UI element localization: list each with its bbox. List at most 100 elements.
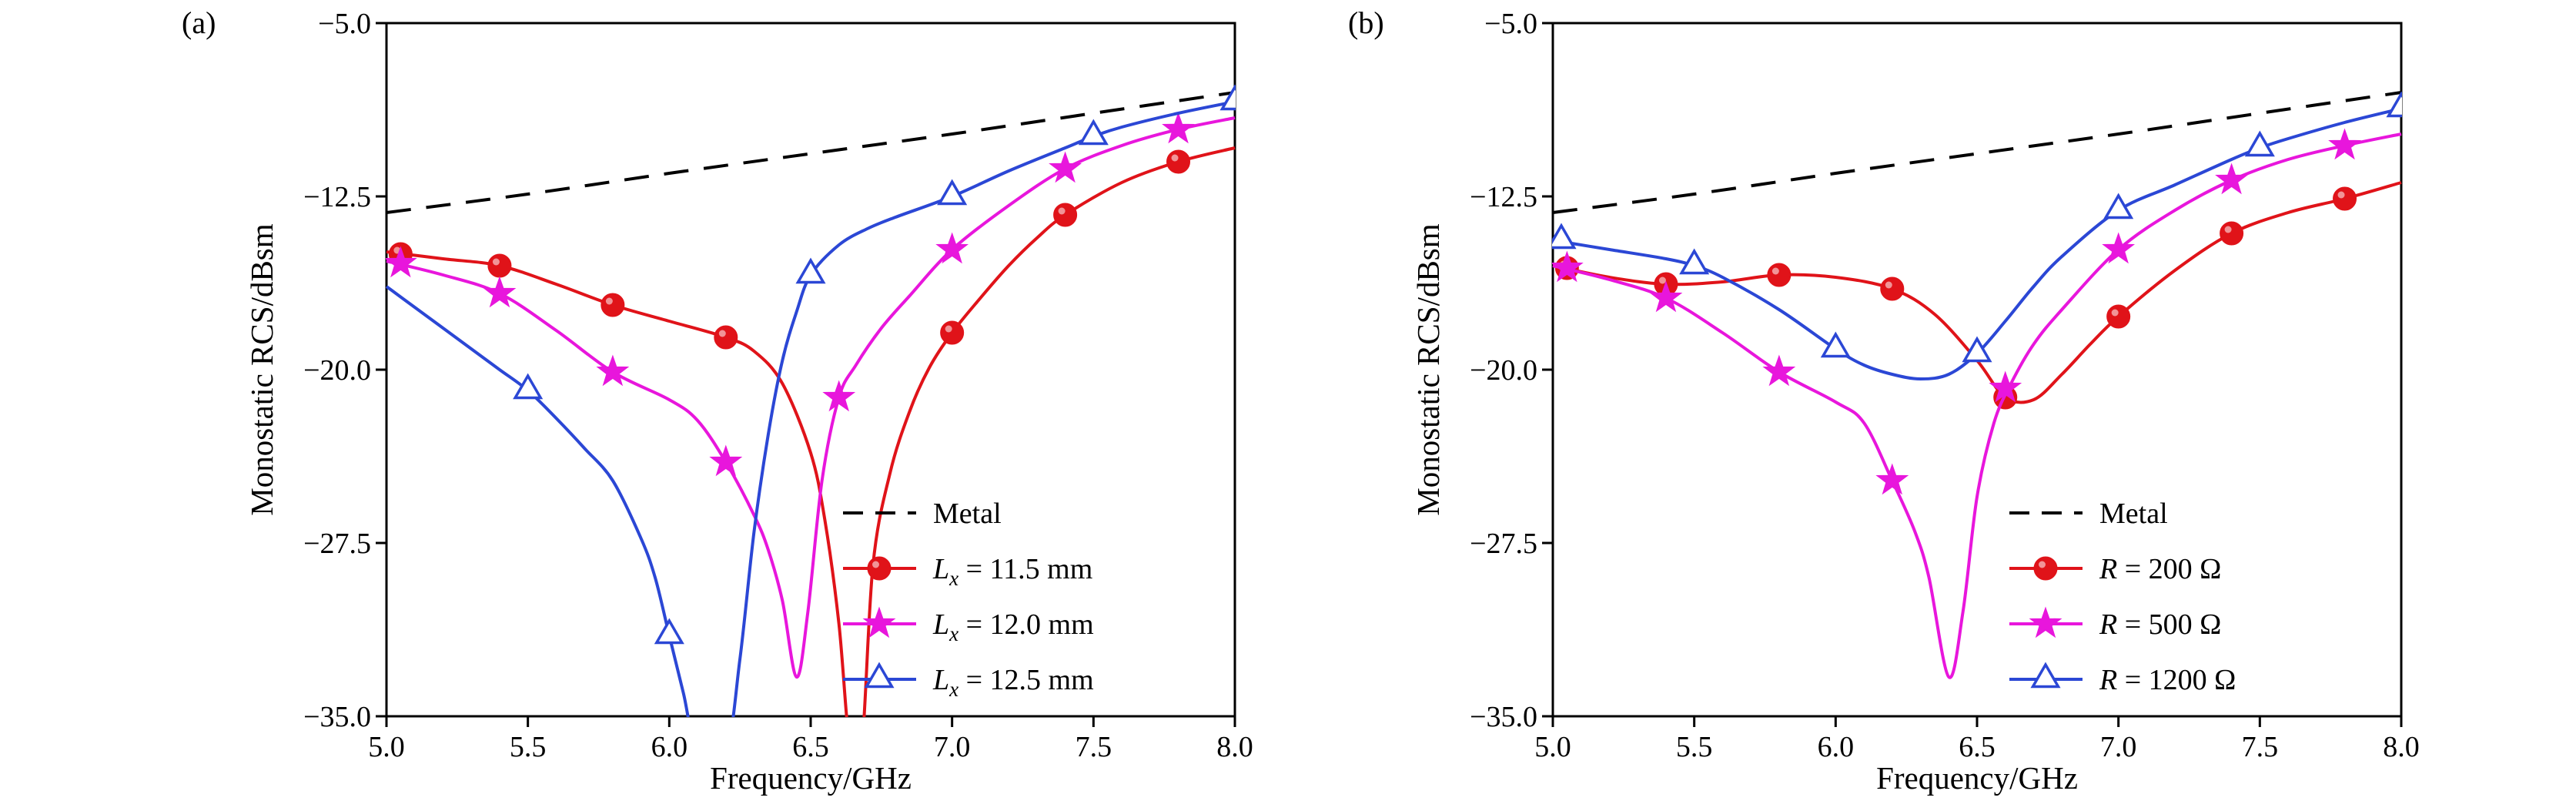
panel-b-tag: (b) <box>1348 5 1384 40</box>
star-marker <box>862 606 896 638</box>
panel-1-legend: Metal R = 200 Ω R = 500 Ω R = 1200 Ω <box>2009 498 2236 696</box>
marker-highlight <box>2224 226 2232 233</box>
x-tick-label: 5.0 <box>1534 731 1571 763</box>
marker-highlight <box>1658 276 1666 284</box>
panel-a-x-axis-label: Frequency/GHz <box>710 760 912 796</box>
marker-highlight <box>605 297 613 305</box>
panel-1-series-2 <box>1552 128 2402 679</box>
marker-highlight <box>872 561 879 568</box>
star-marker <box>1762 354 1796 387</box>
triangle-marker <box>1679 248 1710 275</box>
panel-1-axes: 5.0 5.5 6.0 6.5 7.0 7.5 8.0 −5.0 −12.5 −20.0 −27.5… <box>1470 8 2420 763</box>
y-tick-label: −20.0 <box>1470 354 1537 387</box>
marker-highlight <box>1171 154 1179 162</box>
marker-highlight <box>2039 561 2046 568</box>
triangle-marker <box>2030 662 2061 689</box>
x-tick-label: 7.0 <box>2100 731 2137 763</box>
star-marker <box>2029 606 2062 638</box>
panel-0-series-0 <box>386 91 1236 214</box>
legend-label: Lx = 12.0 mm <box>932 608 1094 645</box>
x-tick-label: 7.5 <box>1076 731 1112 763</box>
y-tick-label: −27.5 <box>1470 528 1537 560</box>
marker-highlight <box>2111 309 2119 317</box>
circle-marker <box>1053 203 1078 227</box>
triangle-marker <box>1552 223 1577 250</box>
x-tick-label: 7.5 <box>2242 731 2279 763</box>
star-marker <box>483 276 517 308</box>
y-tick-label: −12.5 <box>303 181 371 213</box>
marker-highlight <box>1885 281 1892 289</box>
legend-label: Metal <box>933 498 1002 530</box>
star-marker <box>1552 250 1584 283</box>
legend-label: R = 500 Ω <box>2099 608 2221 641</box>
circle-marker <box>940 320 965 345</box>
triangle-marker <box>937 179 968 206</box>
panel-b-y-axis-label: Monostatic RCS/dBsm <box>1410 223 1446 516</box>
star-marker <box>822 380 856 412</box>
panel-1-series-3 <box>1552 91 2402 381</box>
star-marker <box>2328 128 2361 160</box>
y-tick-label: −27.5 <box>303 528 371 560</box>
star-marker <box>1649 280 1683 313</box>
triangle-marker <box>513 373 544 400</box>
star-marker <box>2102 232 2136 264</box>
panel-b-x-axis-label: Frequency/GHz <box>1876 760 2078 796</box>
circle-marker <box>601 293 625 317</box>
triangle-marker <box>795 257 826 284</box>
y-tick-label: −5.0 <box>318 8 371 40</box>
x-tick-label: 5.5 <box>1676 731 1713 763</box>
x-tick-label: 8.0 <box>1216 731 1253 763</box>
y-tick-label: −20.0 <box>303 354 371 387</box>
panel-1-series-0 <box>1552 91 2402 214</box>
circle-marker <box>2106 304 2131 329</box>
panel-a-y-axis-label: Monostatic RCS/dBsm <box>244 223 279 516</box>
circle-marker <box>1166 149 1191 174</box>
marker-highlight <box>945 325 952 333</box>
x-tick-label: 7.0 <box>934 731 971 763</box>
x-tick-label: 5.0 <box>368 731 405 763</box>
triangle-marker <box>2103 193 2134 220</box>
star-marker <box>1875 463 1909 495</box>
circle-marker <box>2333 186 2357 211</box>
triangle-marker <box>1078 119 1109 146</box>
marker-highlight <box>1771 267 1779 275</box>
circle-marker <box>1767 263 1791 287</box>
y-tick-label: −35.0 <box>303 701 371 733</box>
circle-marker <box>2220 221 2244 246</box>
legend-label: Lx = 12.5 mm <box>932 664 1094 701</box>
triangle-marker <box>1219 84 1236 111</box>
y-tick-label: −5.0 <box>1484 8 1537 40</box>
triangle-marker <box>2386 91 2402 118</box>
y-tick-label: −35.0 <box>1470 701 1537 733</box>
x-tick-label: 5.5 <box>510 731 547 763</box>
star-marker <box>1049 151 1082 183</box>
panel-0-series-3 <box>386 84 1236 717</box>
panel-0-series-2 <box>386 112 1236 679</box>
star-marker <box>709 444 743 477</box>
circle-marker <box>487 253 512 278</box>
star-marker <box>1989 370 2022 403</box>
triangle-marker <box>2244 130 2275 157</box>
marker-highlight <box>718 330 726 337</box>
marker-highlight <box>2337 191 2345 199</box>
star-marker <box>935 232 969 264</box>
star-marker <box>386 246 417 278</box>
legend-label: Lx = 11.5 mm <box>932 553 1092 590</box>
marker-highlight <box>1058 207 1066 215</box>
circle-marker <box>714 325 738 350</box>
x-tick-label: 6.0 <box>1818 731 1855 763</box>
x-tick-label: 6.5 <box>792 731 829 763</box>
legend-label: Metal <box>2099 498 2168 530</box>
legend-label: R = 200 Ω <box>2099 553 2221 585</box>
legend-label: R = 1200 Ω <box>2099 664 2236 696</box>
star-marker <box>2215 163 2249 195</box>
y-tick-label: −12.5 <box>1470 181 1537 213</box>
triangle-marker <box>864 662 895 689</box>
panel-a-tag: (a) <box>182 5 216 40</box>
panel-0-legend: Metal Lx = 11.5 mm Lx = 12.0 mm Lx = 12.5 m… <box>843 498 1094 701</box>
x-tick-label: 6.0 <box>651 731 688 763</box>
panel-0-series-1 <box>386 146 1236 717</box>
panel-0-axes: 5.0 5.5 6.0 6.5 7.0 7.5 8.0 −5.0 −12.5 −20.0 −27.5… <box>303 8 1253 763</box>
